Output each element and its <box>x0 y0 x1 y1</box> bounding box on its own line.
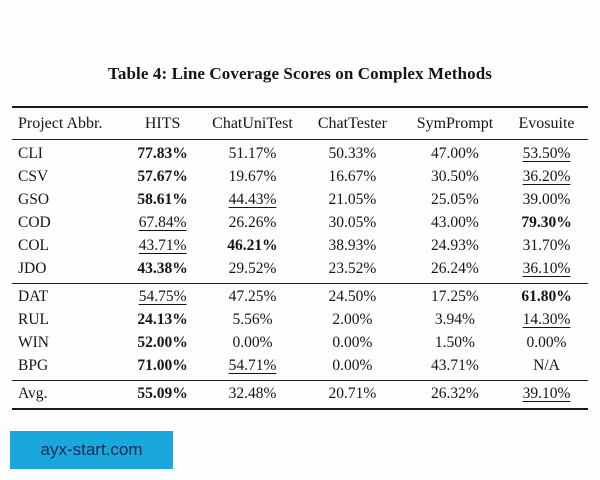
value-cell: 2.00% <box>332 311 373 328</box>
table-row: WIN 52.00% 0.00% 0.00% 1.50% 0.00% <box>12 332 588 355</box>
project-cell: DAT <box>12 283 121 309</box>
value-cell: 54.75% <box>120 283 205 309</box>
column-header: SymPrompt <box>404 107 506 140</box>
value-cell: 26.32% <box>404 380 506 409</box>
column-header: Evosuite <box>505 107 588 140</box>
project-cell: Avg. <box>12 380 121 409</box>
column-header: HITS <box>120 107 205 140</box>
value-cell: 29.52% <box>228 260 277 277</box>
value-cell: 55.09% <box>120 380 205 409</box>
value-cell: 0.00% <box>332 334 373 351</box>
table-caption: Table 4: Line Coverage Scores on Complex… <box>108 64 492 83</box>
value-cell: 39.00% <box>522 191 571 208</box>
value-cell: 46.21% <box>227 237 278 254</box>
table-row: JDO 43.38% 29.52% 23.52% 26.24% 36.10% <box>12 258 588 284</box>
value-cell: 31.70% <box>522 237 571 254</box>
table-body: CLI 77.83% 51.17% 50.33% 47.00% 53.50% CSV 57.6… <box>12 140 588 409</box>
value-cell: 43.71% <box>431 357 479 374</box>
table-row: CLI 77.83% 51.17% 50.33% 47.00% 53.50% <box>12 140 588 166</box>
project-cell: JDO <box>18 260 47 277</box>
value-cell: 52.00% <box>137 334 188 351</box>
value-cell: 43.38% <box>137 260 188 277</box>
value-cell: 71.00% <box>137 357 188 374</box>
table-row: CSV 57.67% 19.67% 16.67% 30.50% 36.20% <box>12 166 588 189</box>
value-cell: 16.67% <box>328 168 377 185</box>
value-cell: 36.20% <box>522 168 571 185</box>
value-cell: 25.05% <box>431 191 479 208</box>
value-cell: 26.26% <box>228 214 277 231</box>
value-cell: 20.71% <box>299 380 405 409</box>
value-cell: 14.30% <box>522 311 571 328</box>
value-cell: 58.61% <box>137 191 188 208</box>
value-cell: 0.00% <box>526 334 567 351</box>
value-cell: 47.25% <box>204 283 300 309</box>
table-row: Avg. 55.09% 32.48% 20.71% 26.32% 39.10% <box>12 380 588 409</box>
table-row: RUL 24.13% 5.56% 2.00% 3.94% 14.30% <box>12 309 588 332</box>
project-cell: RUL <box>18 311 49 328</box>
value-cell: 53.50% <box>522 145 571 162</box>
value-cell: 38.93% <box>328 237 377 254</box>
value-cell: N/A <box>533 357 560 374</box>
value-cell: 0.00% <box>332 357 373 374</box>
watermark-link[interactable]: ayx-start.com <box>10 431 173 469</box>
coverage-table: Project Abbr. HITS ChatUniTest ChatTester Sy… <box>12 106 588 410</box>
value-cell: 32.48% <box>204 380 300 409</box>
column-header: ChatUniTest <box>204 107 300 140</box>
project-cell: CLI <box>18 145 43 162</box>
table-row: BPG 71.00% 54.71% 0.00% 43.71% N/A <box>12 355 588 381</box>
value-cell: 77.83% <box>137 145 188 162</box>
column-header: ChatTester <box>299 107 405 140</box>
value-cell: 26.24% <box>431 260 479 277</box>
value-cell: 21.05% <box>328 191 377 208</box>
value-cell: 36.10% <box>522 260 571 277</box>
value-cell: 47.00% <box>431 145 479 162</box>
value-cell: 19.67% <box>228 168 277 185</box>
project-cell: BPG <box>18 357 49 374</box>
value-cell: 44.43% <box>228 191 277 208</box>
value-cell: 39.10% <box>505 380 588 409</box>
value-cell: 50.33% <box>328 145 377 162</box>
project-cell: COL <box>18 237 49 254</box>
value-cell: 23.52% <box>328 260 377 277</box>
project-cell: CSV <box>18 168 49 185</box>
value-cell: 79.30% <box>521 214 572 231</box>
value-cell: 30.05% <box>328 214 377 231</box>
project-cell: WIN <box>18 334 49 351</box>
table-row: GSO 58.61% 44.43% 21.05% 25.05% 39.00% <box>12 189 588 212</box>
value-cell: 54.71% <box>228 357 277 374</box>
value-cell: 3.94% <box>434 311 475 328</box>
value-cell: 0.00% <box>232 334 273 351</box>
value-cell: 43.00% <box>431 214 479 231</box>
value-cell: 67.84% <box>138 214 187 231</box>
value-cell: 57.67% <box>137 168 188 185</box>
value-cell: 61.80% <box>505 283 588 309</box>
value-cell: 17.25% <box>404 283 506 309</box>
value-cell: 5.56% <box>232 311 273 328</box>
table-row: COD 67.84% 26.26% 30.05% 43.00% 79.30% <box>12 212 588 235</box>
project-cell: COD <box>18 214 51 231</box>
value-cell: 24.93% <box>431 237 479 254</box>
table-row: COL 43.71% 46.21% 38.93% 24.93% 31.70% <box>12 235 588 258</box>
column-header: Project Abbr. <box>12 107 121 140</box>
value-cell: 1.50% <box>434 334 475 351</box>
value-cell: 30.50% <box>431 168 479 185</box>
project-cell: GSO <box>18 191 50 208</box>
value-cell: 24.13% <box>137 311 188 328</box>
value-cell: 24.50% <box>299 283 405 309</box>
watermark-label: ayx-start.com <box>40 440 143 459</box>
table-row: DAT 54.75% 47.25% 24.50% 17.25% 61.80% <box>12 283 588 309</box>
value-cell: 43.71% <box>138 237 187 254</box>
table-header: Project Abbr. HITS ChatUniTest ChatTester Sy… <box>12 107 588 140</box>
header-row: Project Abbr. HITS ChatUniTest ChatTester Sy… <box>12 107 588 140</box>
value-cell: 51.17% <box>228 145 277 162</box>
